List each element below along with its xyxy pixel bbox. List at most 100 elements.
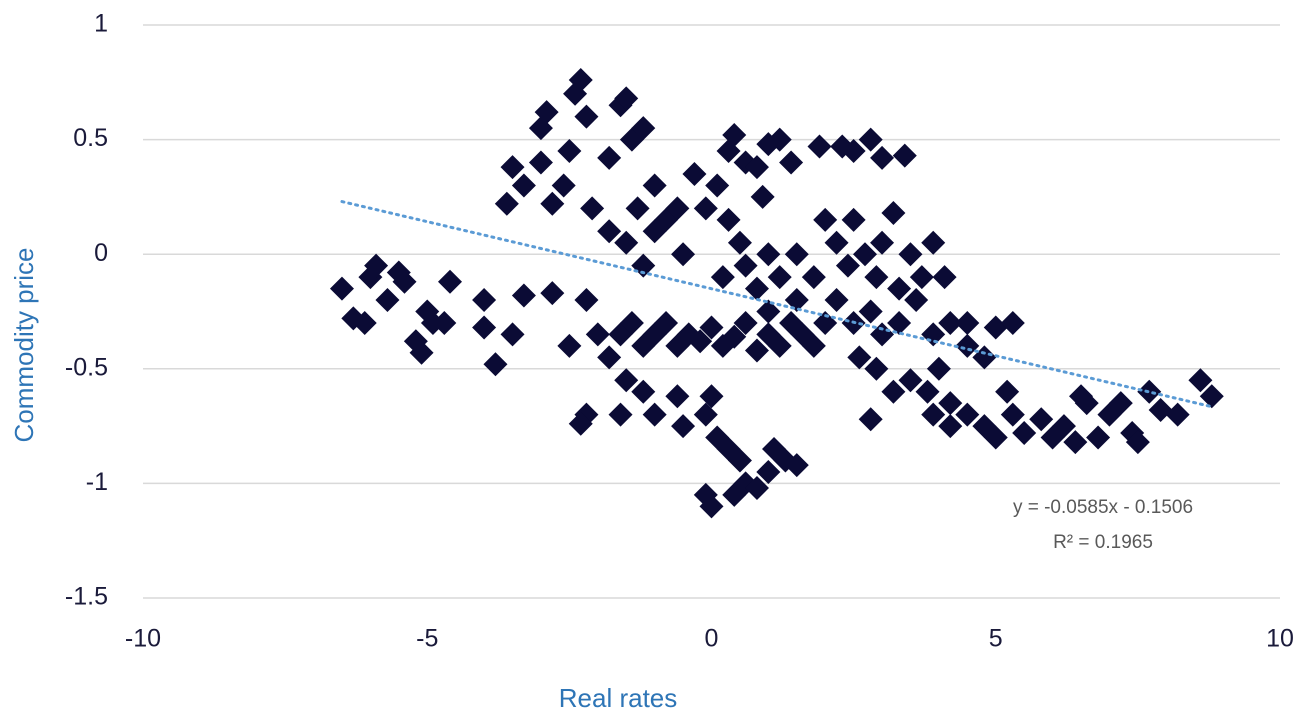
data-point [852, 242, 877, 267]
data-point [744, 475, 769, 500]
data-point [597, 345, 622, 370]
data-point [801, 333, 826, 358]
data-point [716, 207, 741, 232]
x-tick-label: 5 [989, 625, 1003, 653]
data-point [534, 100, 559, 125]
data-point [1125, 430, 1150, 455]
data-point [699, 494, 724, 519]
data-point [938, 391, 963, 416]
data-point [1086, 425, 1111, 450]
data-point [580, 196, 605, 221]
data-point [642, 173, 667, 198]
data-point [892, 143, 917, 168]
data-point [1108, 391, 1133, 416]
data-point [858, 299, 883, 324]
data-point [909, 265, 934, 290]
data-point [767, 333, 792, 358]
data-point [750, 184, 775, 209]
data-point [1199, 384, 1224, 409]
data-point [654, 310, 679, 335]
trendline-r-squared: R² = 0.1965 [1053, 532, 1153, 553]
data-point [568, 411, 593, 436]
data-point [824, 230, 849, 255]
data-point [898, 368, 923, 393]
data-point [955, 402, 980, 427]
data-point [614, 230, 639, 255]
data-point [409, 340, 434, 365]
data-point [551, 173, 576, 198]
data-point [631, 379, 656, 404]
data-point [392, 269, 417, 294]
data-point [437, 269, 462, 294]
data-point [870, 230, 895, 255]
data-point [1063, 430, 1088, 455]
data-point [585, 322, 610, 347]
data-point [699, 384, 724, 409]
data-point [756, 242, 781, 267]
data-point [500, 155, 525, 180]
data-point [432, 310, 457, 335]
data-point [938, 310, 963, 335]
data-point [494, 191, 519, 216]
data-point [767, 265, 792, 290]
data-point [784, 453, 809, 478]
data-point [898, 242, 923, 267]
trendline [340, 200, 1214, 409]
data-point [938, 414, 963, 439]
data-point [329, 276, 354, 301]
data-point [614, 86, 639, 111]
y-tick-label: 1 [94, 10, 108, 38]
data-point [881, 379, 906, 404]
data-point [693, 196, 718, 221]
data-point [597, 145, 622, 170]
data-point [801, 265, 826, 290]
data-point [472, 288, 497, 313]
data-point [597, 219, 622, 244]
data-point [784, 288, 809, 313]
data-point [472, 315, 497, 340]
data-point [955, 310, 980, 335]
data-point [688, 329, 713, 354]
data-point [841, 207, 866, 232]
data-point [955, 333, 980, 358]
data-point [756, 299, 781, 324]
data-point [568, 68, 593, 93]
data-point [540, 191, 565, 216]
data-point [813, 207, 838, 232]
data-point [364, 253, 389, 278]
data-point [847, 345, 872, 370]
data-point [983, 425, 1008, 450]
data-point [722, 123, 747, 148]
data-point [864, 265, 889, 290]
data-point [1000, 310, 1025, 335]
data-point [983, 315, 1008, 340]
data-point [619, 310, 644, 335]
data-point [870, 145, 895, 170]
data-point [733, 253, 758, 278]
y-axis-title: Commodity price [9, 247, 39, 442]
data-point [1012, 420, 1037, 445]
data-point [614, 368, 639, 393]
trendline-equation: y = -0.0585x - 0.1506 [1013, 497, 1193, 518]
data-point [807, 134, 832, 159]
data-point [915, 379, 940, 404]
data-point [744, 338, 769, 363]
data-point [705, 173, 730, 198]
data-point [710, 265, 735, 290]
data-point [904, 288, 929, 313]
data-point [784, 242, 809, 267]
data-point [1051, 414, 1076, 439]
data-point [722, 482, 747, 507]
x-tick-label: 10 [1266, 625, 1294, 653]
data-point [841, 139, 866, 164]
x-tick-label: 0 [705, 625, 719, 653]
data-point [858, 407, 883, 432]
data-point [995, 379, 1020, 404]
data-point [1148, 398, 1173, 423]
data-point [727, 448, 752, 473]
data-point [1029, 407, 1054, 432]
data-point [665, 196, 690, 221]
data-point [631, 116, 656, 141]
data-point [733, 310, 758, 335]
data-point [779, 150, 804, 175]
